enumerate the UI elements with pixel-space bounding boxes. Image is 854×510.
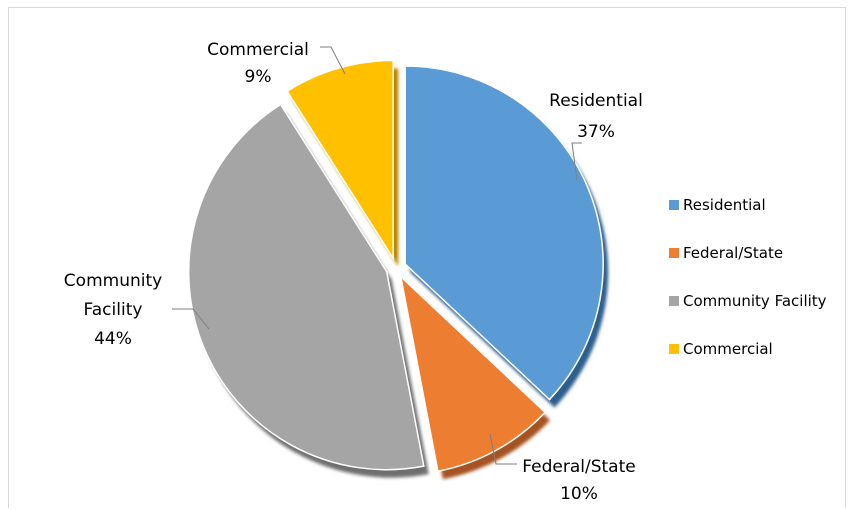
data-label-name-community-facility: Community (64, 271, 162, 291)
data-label-value-community-facility: 44% (94, 329, 132, 349)
data-label-value-residential: 37% (577, 122, 615, 142)
chart-frame (8, 7, 846, 508)
data-label-name-commercial: Commercial (207, 40, 309, 60)
data-label-name-federal-state: Federal/State (522, 457, 635, 477)
slice-federal-state (399, 274, 547, 473)
legend: Residential Federal/State Community Facili… (669, 196, 827, 358)
data-label-name-residential: Residential (549, 91, 643, 111)
data-label-name-community-facility: Facility (84, 300, 143, 320)
leader-line-community-facility (172, 308, 210, 330)
legend-swatch-commercial (669, 344, 679, 354)
legend-swatch-community-facility (669, 296, 679, 306)
slice-community-facility (187, 103, 425, 471)
legend-label-residential: Residential (683, 196, 766, 214)
data-label-value-commercial: 9% (245, 67, 272, 87)
legend-label-community-facility: Community Facility (683, 292, 827, 310)
leader-line-commercial (320, 46, 346, 75)
pie-slices (187, 59, 604, 473)
leader-line-residential (571, 142, 582, 181)
data-labels: Residential 37% Federal/State 10% Community F… (64, 40, 643, 504)
leader-lines (172, 46, 582, 465)
slice-commercial (286, 59, 394, 261)
data-label-value-federal-state: 10% (560, 484, 598, 504)
legend-swatch-federal-state (669, 248, 679, 258)
legend-label-commercial: Commercial (683, 340, 773, 358)
slice-residential (404, 65, 604, 401)
leader-line-federal-state (489, 433, 517, 465)
legend-label-federal-state: Federal/State (683, 244, 783, 262)
legend-swatch-residential (669, 200, 679, 210)
